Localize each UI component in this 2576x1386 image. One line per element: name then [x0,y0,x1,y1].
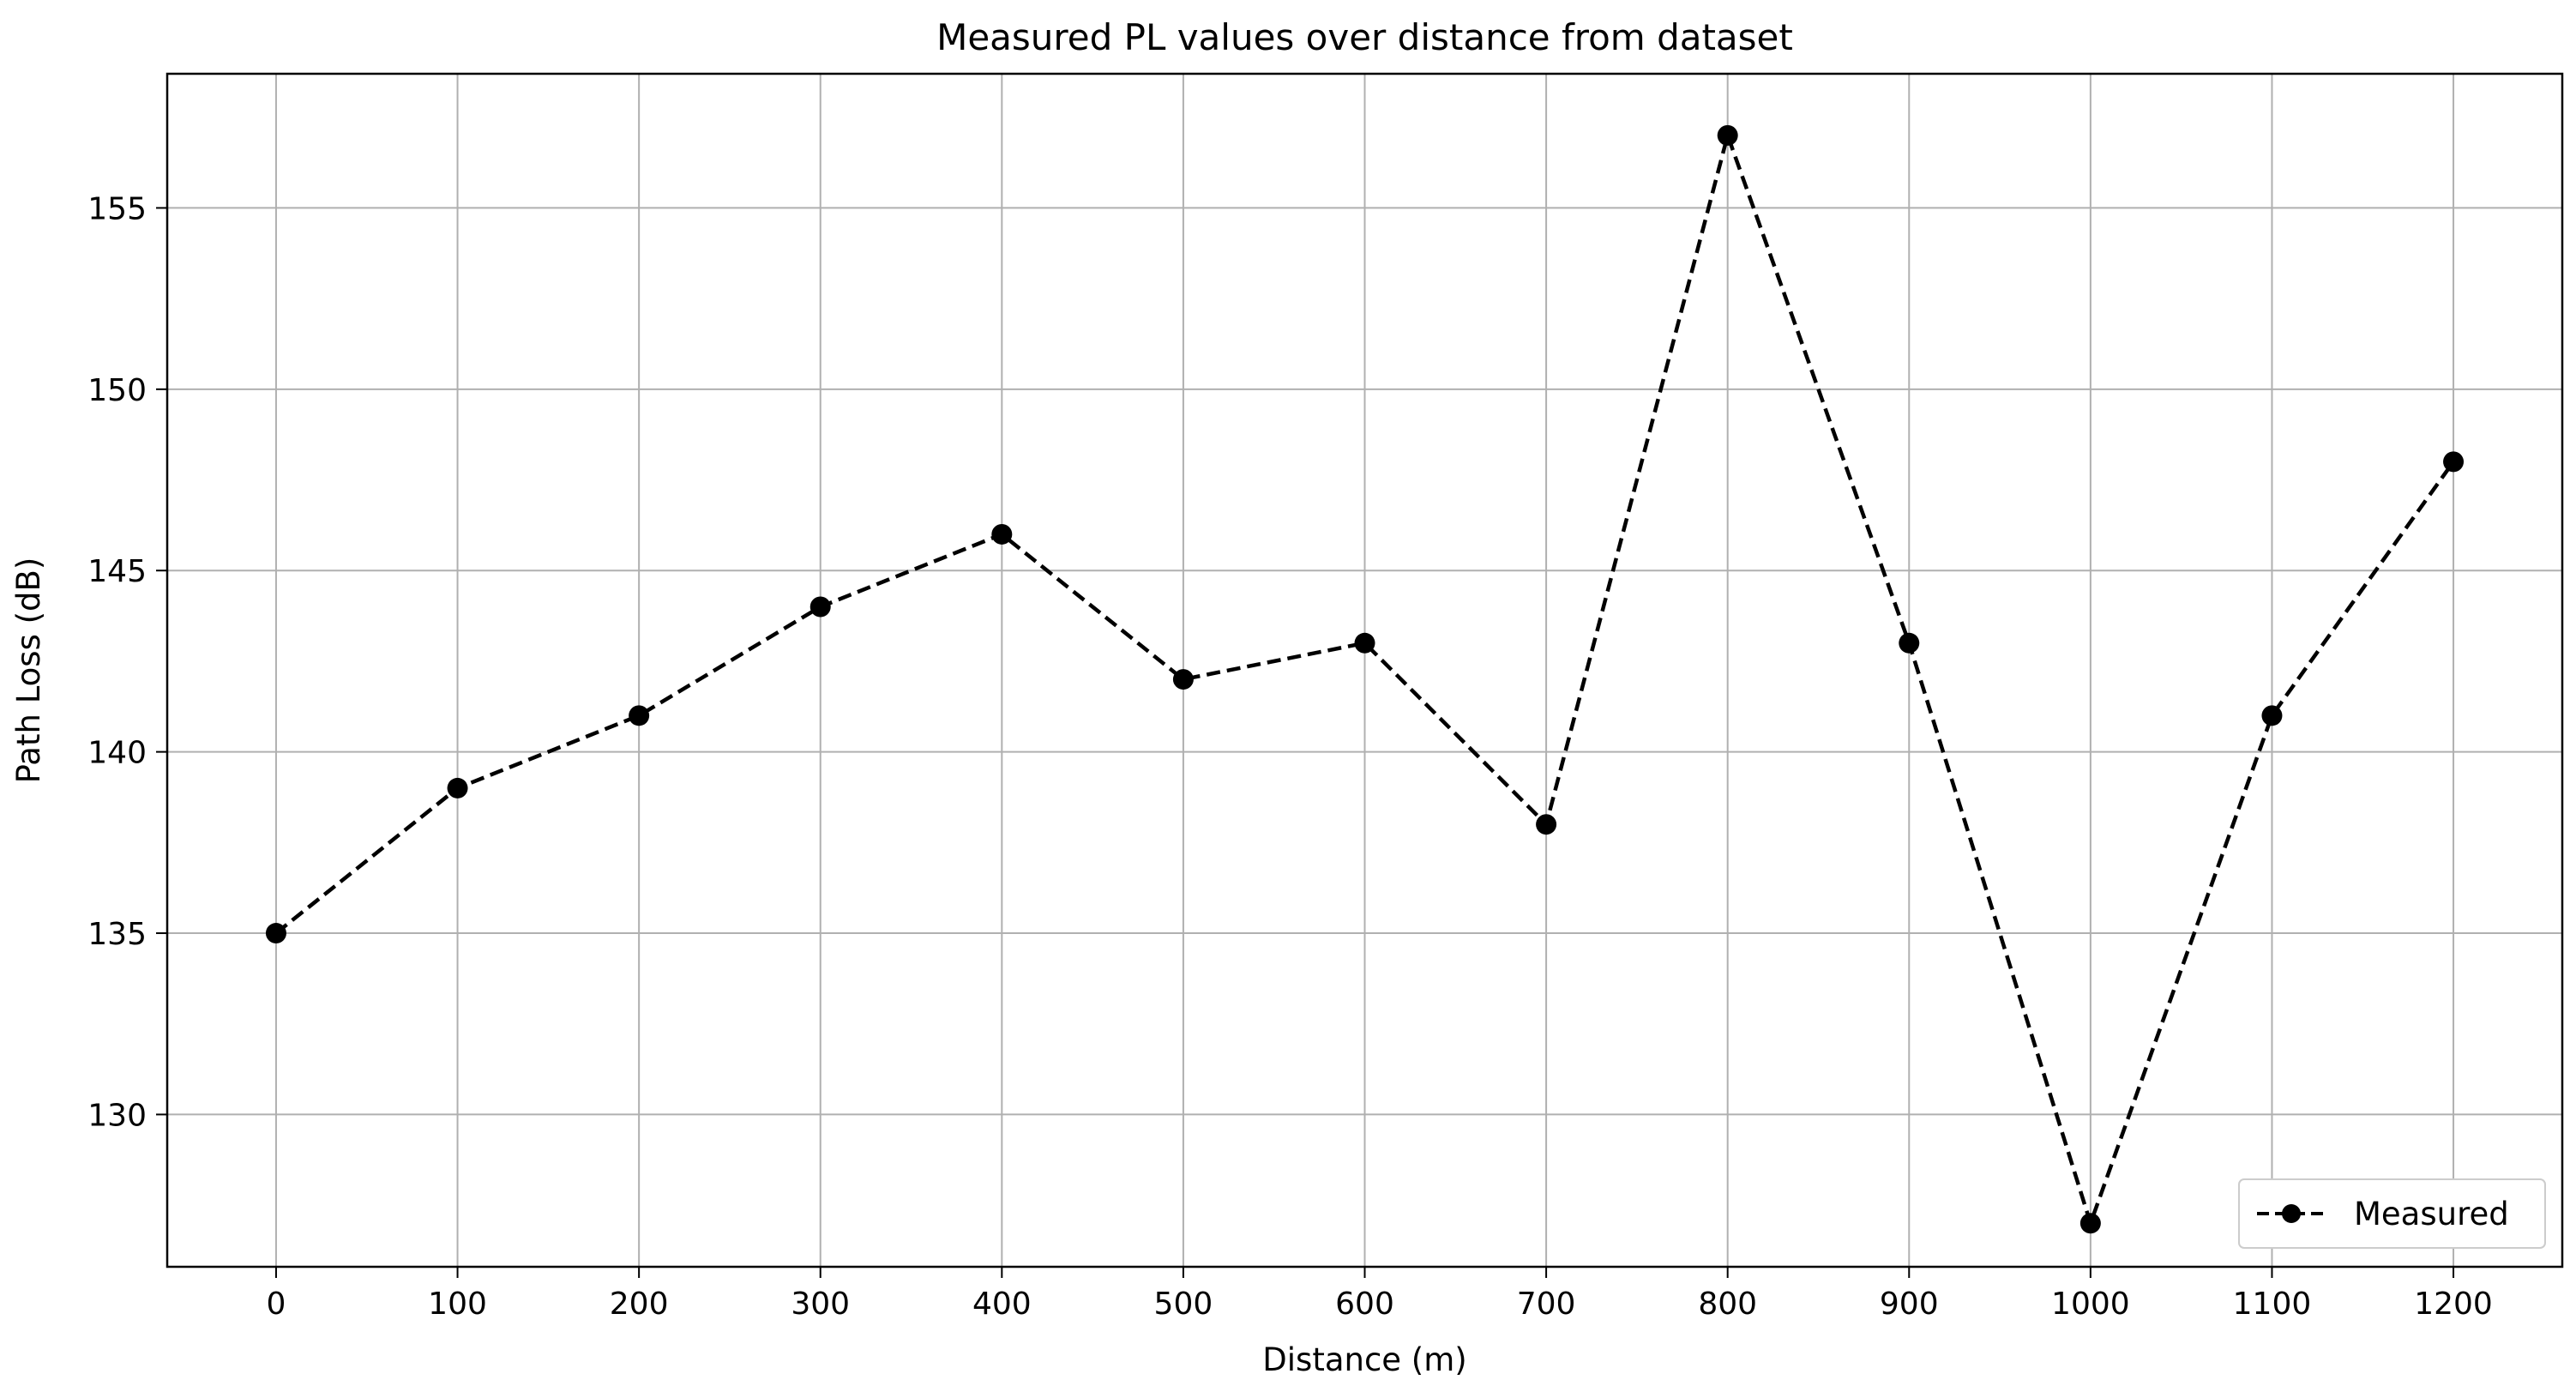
data-point [1899,632,1920,654]
y-tick-label: 155 [87,191,147,226]
data-point [1172,669,1194,690]
data-point [2443,451,2465,473]
x-tick-label: 400 [972,1287,1032,1322]
y-axis-ticks: 130 135 140 145 150 155 [87,191,167,1133]
data-point [629,705,650,726]
x-tick-label: 800 [1698,1287,1757,1322]
legend: Measured [2238,1178,2546,1249]
data-point [810,596,831,618]
y-tick-label: 145 [87,554,147,589]
x-tick-label: 0 [267,1287,286,1322]
x-axis-ticks: 0 100 200 300 400 500 600 700 800 900 1000 1100 1200 [267,1267,2493,1322]
legend-box [2238,1178,2546,1249]
x-tick-label: 1000 [2051,1287,2130,1322]
data-point [447,777,468,798]
chart-title: Measured PL values over distance from da… [936,16,1793,58]
grid [167,74,2562,1267]
y-tick-label: 140 [87,736,147,771]
plot-frame [166,72,2564,1268]
data-point [1717,124,1738,146]
data-point [2261,705,2283,726]
data-point [2079,1213,2101,1234]
x-tick-label: 600 [1335,1287,1394,1322]
x-tick-label: 300 [791,1287,850,1322]
legend-label-measured: Measured [2354,1196,2509,1232]
y-tick-label: 150 [87,373,147,408]
x-tick-label: 100 [428,1287,487,1322]
data-point [1354,632,1375,654]
y-tick-label: 130 [87,1098,147,1133]
x-tick-label: 1200 [2414,1287,2493,1322]
data-point [1536,814,1557,835]
x-axis-label: Distance (m) [1262,1341,1466,1378]
x-tick-label: 1100 [2233,1287,2312,1322]
data-point [265,923,286,944]
x-tick-label: 900 [1880,1287,1939,1322]
legend-marker [2282,1204,2301,1223]
x-tick-label: 500 [1154,1287,1213,1322]
series-layer [265,124,2465,1234]
data-point [991,523,1013,545]
x-tick-label: 700 [1517,1287,1576,1322]
y-tick-label: 135 [87,917,147,952]
x-tick-label: 200 [610,1287,669,1322]
y-axis-label: Path Loss (dB) [10,557,47,784]
